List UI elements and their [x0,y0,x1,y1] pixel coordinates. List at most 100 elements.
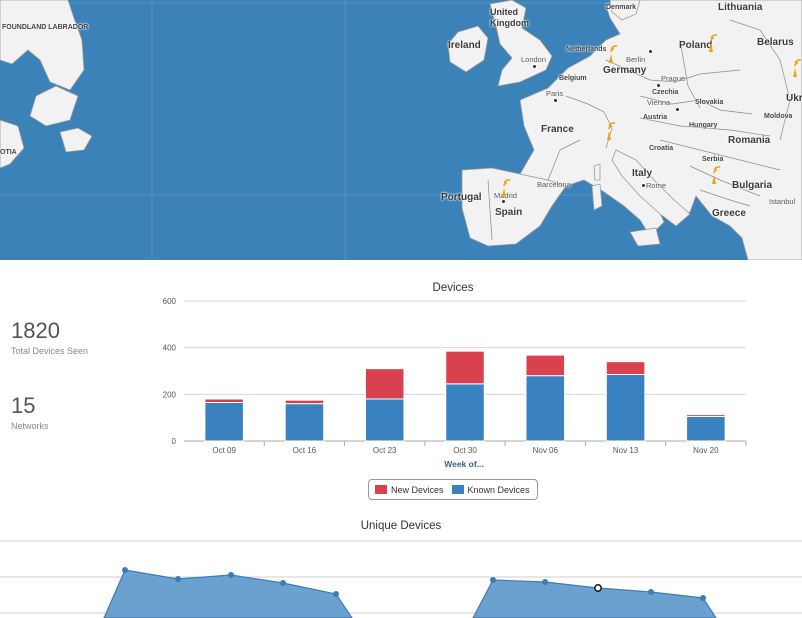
data-point[interactable] [700,595,706,601]
bar-new-devices[interactable] [605,361,646,375]
label-austria: Austria [643,114,668,121]
chart-title: Devices [433,282,474,294]
label-paris: Paris [546,89,564,98]
label-moldova: Moldova [764,113,793,120]
data-point[interactable] [490,577,496,583]
devices-bar-chart[interactable]: Devices 0 200 400 600 Oct 09 Oct 16 Oct 23 Oct… [150,275,760,475]
label-rome: Rome [646,181,667,190]
wifi-signal-icon[interactable] [499,178,515,198]
bar-new-devices[interactable] [284,399,325,405]
city-dot-berlin [648,49,653,54]
label-berlin: Berlin [626,55,646,64]
data-point-hovered[interactable] [594,584,602,592]
label-belarus: Belarus [757,37,794,48]
label-nova-scotia: OTIA [0,149,17,156]
unique-devices-area-chart[interactable] [0,538,802,618]
y-tick-label: 200 [163,390,177,399]
bar-new-devices[interactable] [686,414,726,417]
legend-swatch [451,485,464,494]
x-tick-label: Nov 20 [693,446,719,455]
city-dot-london [532,64,537,69]
label-vienna: Vienna [647,98,671,107]
stat-label: Total Devices Seen [11,346,89,356]
label-portugal: Portugal [441,192,482,203]
wifi-signal-icon[interactable] [706,33,722,53]
data-point[interactable] [542,579,548,585]
label-spain: Spain [495,207,523,218]
map-canvas[interactable] [0,0,802,260]
label-newfoundland: FOUNDLAND LABRADOR [2,24,89,31]
device-map[interactable]: FOUNDLAND LABRADOR OTIA Ireland United K… [0,0,802,260]
bar-series[interactable] [204,350,726,442]
bar-new-devices[interactable] [204,398,244,403]
label-greece: Greece [712,208,746,219]
label-croatia: Croatia [649,145,674,152]
legend-item-known-devices[interactable]: Known Devices [451,484,530,495]
data-point[interactable] [175,576,181,582]
unique-devices-title: Unique Devices [360,520,442,532]
label-istanbul: Istanbul [769,197,796,206]
data-point[interactable] [122,567,128,573]
label-serbia: Serbia [702,156,724,163]
chart-legend[interactable]: New Devices Known Devices [368,479,538,500]
x-axis-title: Week of... [444,459,484,469]
data-point[interactable] [280,580,286,586]
x-tick-label: Oct 23 [373,446,397,455]
label-ukraine: Ukr [786,93,802,104]
bar-known-devices[interactable] [364,398,405,442]
y-tick-label: 400 [163,344,177,353]
label-hungary: Hungary [689,122,718,129]
bar-known-devices[interactable] [284,403,325,442]
label-denmark: Denmark [606,4,636,11]
bar-known-devices[interactable] [525,375,566,442]
city-dot-paris [553,98,558,103]
label-belgium: Belgium [559,75,587,82]
label-london: London [521,55,547,64]
data-point[interactable] [228,572,234,578]
label-poland: Poland [679,40,713,51]
wifi-signal-icon[interactable] [790,58,802,78]
city-dot-rome [641,183,646,188]
stat-value: 15 [11,393,36,418]
x-axis: Oct 09 Oct 16 Oct 23 Oct 30 Nov 06 Nov 13 Nov … [212,441,747,455]
wifi-signal-icon[interactable] [606,44,622,64]
label-netherlands: Netherlands [566,46,607,53]
wifi-signal-icon[interactable] [709,165,725,185]
legend-swatch [375,485,387,494]
legend-item-new-devices[interactable]: New Devices [375,485,444,495]
label-romania: Romania [728,135,771,146]
x-tick-label: Nov 13 [613,446,639,455]
label-italy: Italy [632,168,653,179]
label-slovakia: Slovakia [695,99,724,106]
stat-total-devices: 1820 Total Devices Seen [11,318,88,356]
label-barcelona: Barcelona [537,180,571,189]
x-tick-label: Oct 09 [212,446,236,455]
x-tick-label: Oct 30 [453,446,477,455]
city-dot-madrid [501,199,506,204]
label-bulgaria: Bulgaria [732,180,773,191]
y-tick-label: 600 [163,297,177,306]
bar-known-devices[interactable] [445,383,485,442]
wifi-signal-icon[interactable] [604,121,620,141]
legend-label: New Devices [391,484,444,495]
bar-known-devices[interactable] [204,402,244,442]
y-tick-label: 0 [172,437,177,446]
bar-new-devices[interactable] [445,350,485,385]
label-prague: Prague [661,74,686,83]
label-ireland: Ireland [448,40,481,51]
stat-value: 1820 [11,318,60,343]
data-point[interactable] [648,589,654,595]
bar-known-devices[interactable] [605,374,646,442]
area-series[interactable] [103,569,353,618]
city-dot-vienna [675,107,680,112]
bar-known-devices[interactable] [686,416,726,442]
bar-new-devices[interactable] [364,368,405,400]
x-tick-label: Oct 16 [293,446,317,455]
city-dot-prague [656,83,661,88]
bar-new-devices[interactable] [525,354,566,377]
stat-label: Networks [11,421,49,431]
label-united-kingdom: United Kingdom [490,7,529,28]
legend-label: Known Devices [467,484,530,495]
area-series[interactable] [472,579,717,618]
data-point[interactable] [333,591,339,597]
